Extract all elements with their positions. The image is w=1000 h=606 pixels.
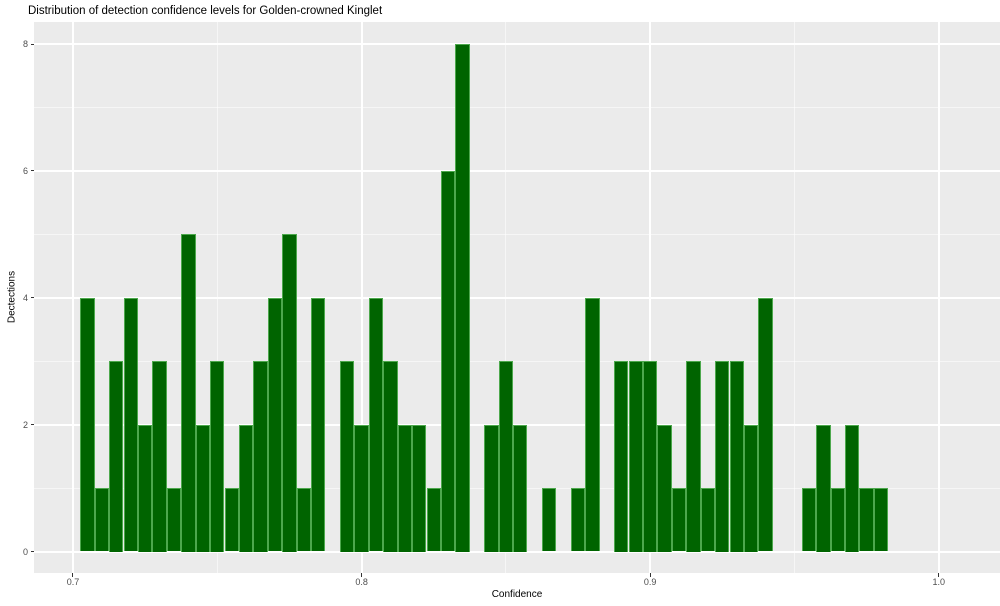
x-tick-label: 0.8 [355,577,368,587]
histogram-bar [426,488,441,552]
histogram-bar [570,488,586,552]
histogram-bar [152,361,167,552]
histogram-bar [80,297,95,552]
histogram-bar [253,361,268,552]
histogram-bar [671,488,687,552]
histogram-bar [455,44,470,552]
x-tick-label: 1.0 [932,577,946,587]
y-tick-mark [30,170,34,172]
histogram-bar [368,297,384,552]
y-tick-mark [30,424,34,426]
histogram-bar [238,424,254,552]
y-major-gridline [34,43,1000,46]
histogram-bar [354,424,369,552]
histogram-bar [94,488,109,552]
histogram-bar [397,424,413,552]
plot-panel [34,22,1000,573]
histogram-bar [628,361,643,552]
histogram-bar [440,170,456,552]
y-tick-mark [30,297,34,299]
histogram-bar [859,488,874,552]
y-tick-label: 8 [22,39,28,50]
histogram-bar [845,424,860,552]
histogram-bar [542,488,557,552]
histogram-bar [816,424,831,552]
x-tick-mark [938,573,940,577]
histogram-bar [729,361,744,552]
y-tick-label: 6 [22,165,28,176]
histogram-bar [700,488,716,552]
chart-title: Distribution of detection confidence lev… [28,5,383,17]
y-tick-label: 4 [22,292,28,303]
histogram-bar [195,424,210,552]
histogram-bar [686,361,701,552]
histogram-bar [614,361,629,552]
y-tick-label: 0 [22,546,28,557]
histogram-bar [296,488,311,552]
histogram-bar [643,361,658,552]
histogram-bar [210,361,225,552]
histogram-bar [282,234,297,552]
histogram-bar [181,234,196,552]
histogram-bar [744,424,759,552]
histogram-bar [267,297,283,552]
histogram-bar [137,424,153,552]
y-minor-gridline [34,233,1000,235]
histogram-bar [383,361,398,552]
histogram-bar [830,488,845,552]
histogram-bar [339,361,355,552]
y-minor-gridline [34,360,1000,362]
histogram-bar [224,488,239,552]
x-tick-label: 0.9 [643,577,657,587]
y-major-gridline [34,296,1000,299]
histogram-bar [311,297,326,552]
histogram-bar [801,488,817,552]
histogram-bar [412,424,427,552]
histogram-bar [123,297,138,552]
histogram-bar [657,424,672,552]
x-axis-title: Confidence [491,589,543,600]
x-tick-label: 0.7 [66,577,80,587]
x-tick-mark [361,573,363,577]
y-tick-mark [30,43,34,45]
y-tick-label: 2 [22,419,28,430]
y-tick-mark [30,551,34,553]
histogram-bar [166,488,182,552]
x-tick-mark [72,573,74,577]
x-tick-mark [649,573,651,577]
y-major-gridline [34,169,1000,172]
histogram-bar [758,297,773,552]
y-minor-gridline [34,107,1000,108]
histogram-bar [484,424,499,552]
histogram-bar [715,361,730,552]
histogram-bar [513,424,528,552]
histogram-bar [498,361,514,552]
histogram-bar [585,297,600,552]
histogram-bar [109,361,124,552]
histogram-bar [873,488,889,552]
